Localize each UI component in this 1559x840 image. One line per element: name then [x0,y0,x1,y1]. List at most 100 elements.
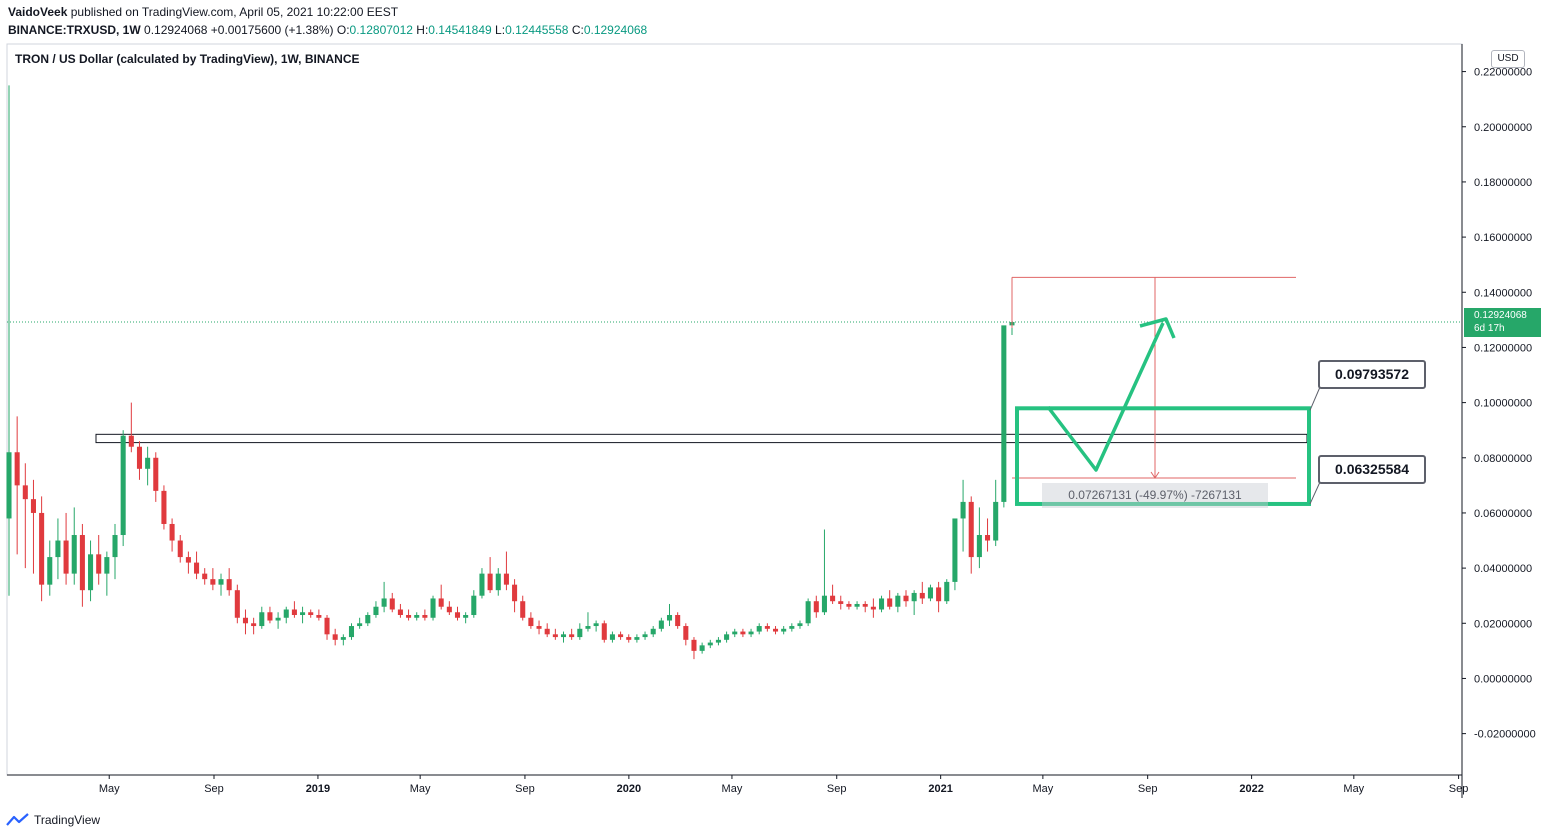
candle-body [185,557,191,563]
candle-body [503,573,509,585]
candle-body [593,623,599,627]
candle-body [194,562,200,574]
published-text: published on TradingView.com, April 05, … [70,5,399,19]
candle-body [658,620,664,629]
y-tick-label: 0.20000000 [1474,122,1532,134]
candle-body [112,535,118,558]
current-price-tag: 0.12924068 6d 17h [1464,308,1541,337]
candle-body [88,554,94,591]
candle-body [797,623,803,627]
candle-body [683,626,689,640]
candle-body [919,592,925,599]
target-zone-rect [1015,406,1311,506]
projected-path-arrowhead [1139,317,1176,339]
candle-body [724,634,730,640]
author-name[interactable]: VaidoVeek [8,5,68,19]
candle-body [487,573,493,591]
candle-body [357,623,363,627]
candle-body [577,628,583,638]
candle-body [22,485,28,500]
resistance-band[interactable] [95,433,1308,444]
callout-upper[interactable]: 0.09793572 [1318,360,1426,389]
candle-body [993,501,999,541]
candle-body [14,452,20,486]
candle-body [585,626,591,629]
low-label: L: [495,23,506,37]
candles [6,85,1015,660]
candle-body [210,579,216,585]
candle-body [283,609,289,618]
candle-body [218,579,224,585]
high-value: 0.14541849 [428,23,492,37]
y-tick-label: 0.04000000 [1474,563,1532,575]
x-tick-label: May [410,783,431,795]
target-zone[interactable] [1015,317,1311,506]
candle-body [446,606,452,613]
y-tick-label: 0.16000000 [1474,232,1532,244]
candle-body [691,639,697,651]
candle-body [699,645,705,651]
candle-body [55,540,61,558]
x-tick-label: 2021 [928,783,952,795]
candle-body [903,595,909,602]
callout-connectors [1309,386,1321,505]
candle-body [569,634,575,638]
candle-body [960,501,966,519]
candle-body [430,598,436,618]
candle-body [438,598,444,607]
candle-body [552,634,558,638]
candle-body [1001,325,1007,502]
candle-body [528,617,534,627]
current-price-value: 0.12924068 [1474,310,1527,321]
currency-badge[interactable]: USD [1491,50,1525,68]
candle-body [300,612,306,616]
y-tick-label: 0.22000000 [1474,67,1532,79]
candle-body [120,435,126,536]
candle-body [145,457,151,469]
close-label: C: [571,23,584,37]
candle-body [348,626,355,638]
candle-body [251,623,257,627]
y-tick-label: 0.12000000 [1474,342,1532,354]
bar-countdown: 6d 17h [1474,323,1505,334]
candle-body [609,634,615,640]
candle-body [291,609,297,616]
candle-body [177,540,183,558]
change-value: +0.00175600 (+1.38%) [210,23,334,37]
candle-body [479,573,485,596]
candle-body [414,615,420,618]
candle-body [340,637,346,640]
callout-lower[interactable]: 0.06325584 [1318,455,1426,484]
candle-body [275,617,281,621]
measure-tool[interactable] [1011,276,1296,479]
open-value: 0.12807012 [349,23,413,37]
candle-body [838,601,844,604]
candle-body [781,628,787,632]
footer-brand[interactable]: TradingView [6,813,100,827]
brand-name: TradingView [34,813,101,827]
tradingview-logo-icon [6,813,29,826]
candle-body [389,598,395,610]
candle-body [536,626,542,629]
candle-body [104,557,110,574]
candle-body [846,603,852,607]
candle-body [715,639,721,643]
callout-upper-connector [1309,386,1321,411]
projected-path [1046,322,1165,472]
candle-body [944,581,950,602]
candle-body [136,446,142,469]
candle-body [789,626,795,629]
candle-body [495,573,501,591]
close-value: 0.12924068 [583,23,648,37]
resistance-band-rect [95,433,1308,444]
candle-body [748,631,754,635]
candle-body [870,606,876,610]
candle-body [756,626,762,632]
candle-body [324,617,330,635]
candle-body [373,606,379,616]
candle-body [601,623,607,640]
candle-body [365,615,371,624]
candle-body [618,634,624,638]
candle-body [153,457,159,491]
